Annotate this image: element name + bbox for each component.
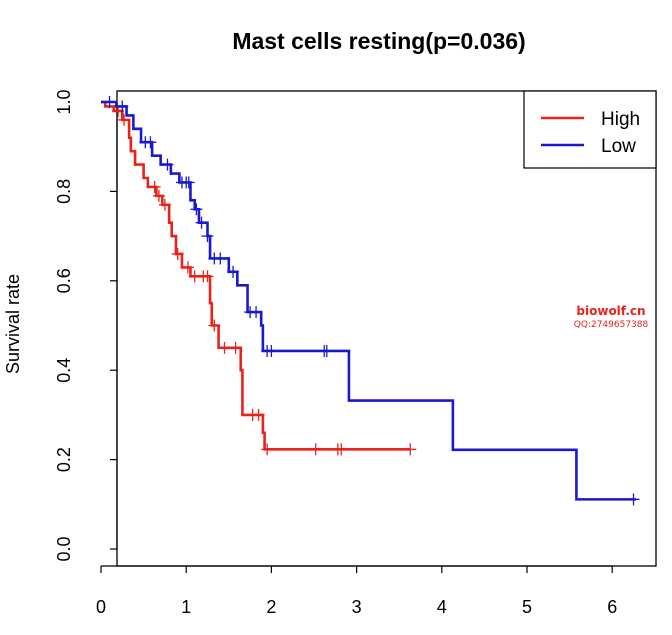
series-low	[101, 96, 640, 506]
y-tick-label: 0.0	[54, 536, 74, 561]
y-tick-label: 0.8	[54, 179, 74, 204]
x-tick-label: 3	[352, 597, 362, 617]
legend-label: Low	[601, 136, 636, 157]
legend-box	[523, 90, 657, 169]
series-layer	[101, 96, 640, 506]
y-axis-label: Survival rate	[3, 274, 23, 374]
series-high	[101, 100, 417, 456]
watermark: biowolf.cn QQ:2749657388	[574, 304, 649, 330]
x-tick-label: 0	[96, 597, 106, 617]
x-tick-label: 4	[437, 597, 447, 617]
y-tick-label: 0.6	[54, 268, 74, 293]
x-tick-label: 1	[181, 597, 191, 617]
x-tick-label: 5	[522, 597, 532, 617]
legend-label: High	[601, 109, 640, 130]
survival-curve-high	[101, 100, 411, 451]
x-tick-label: 6	[607, 597, 617, 617]
y-tick-label: 1.0	[54, 89, 74, 114]
watermark-site: biowolf.cn	[576, 304, 645, 318]
axes: 0 1 2 3 4 5 6 0.0 0.2 0.4 0.6 0.8 1.0	[54, 89, 617, 617]
chart-title: Mast cells resting(p=0.036)	[232, 28, 525, 54]
watermark-qq: QQ:2749657388	[574, 320, 649, 330]
legend: High Low	[523, 90, 657, 169]
x-tick-label: 2	[266, 597, 276, 617]
y-tick-label: 0.4	[54, 358, 74, 383]
y-tick-label: 0.2	[54, 447, 74, 472]
